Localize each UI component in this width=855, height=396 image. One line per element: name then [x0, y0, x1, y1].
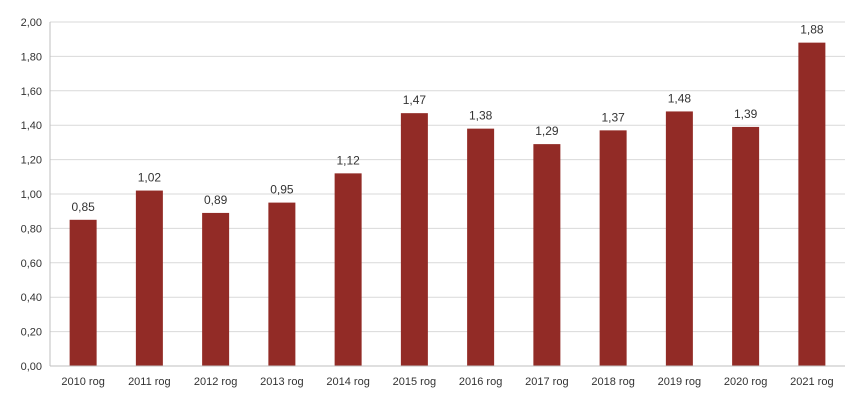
- x-tick-label: 2016 rog: [459, 376, 502, 388]
- x-tick-label: 2020 rog: [724, 376, 767, 388]
- y-tick-label: 0,40: [21, 292, 42, 304]
- y-tick-label: 1,40: [21, 120, 42, 132]
- data-labels: 0,85 1,02 0,89 0,95 1,12 1,47 1,38 1,29 1,37 1,48…: [71, 23, 823, 214]
- y-tick-label: 1,20: [21, 155, 42, 167]
- data-label: 1,38: [469, 109, 493, 123]
- bar: [400, 113, 428, 366]
- x-tick-label: 2018 rog: [591, 376, 634, 388]
- data-label: 1,02: [138, 171, 162, 185]
- data-label: 1,48: [668, 91, 692, 105]
- x-tick-label: 2017 rog: [525, 376, 568, 388]
- data-label: 1,12: [336, 153, 360, 167]
- bar: [533, 144, 561, 366]
- data-label: 1,29: [535, 124, 559, 138]
- y-tick-label: 0,00: [21, 361, 42, 373]
- data-label: 1,47: [403, 93, 427, 107]
- y-tick-label: 1,00: [21, 189, 42, 201]
- y-tick-label: 2,00: [21, 17, 42, 29]
- y-tick-label: 0,60: [21, 258, 42, 270]
- x-tick-label: 2015 rog: [393, 376, 436, 388]
- bar: [798, 42, 826, 366]
- data-label: 0,85: [71, 200, 95, 214]
- x-axis-ticks: 2010 rog 2011 rog 2012 rog 2013 rog 2014 rog…: [61, 376, 833, 388]
- bar: [599, 130, 627, 366]
- bar: [334, 173, 362, 366]
- x-tick-label: 2014 rog: [326, 376, 369, 388]
- data-label: 1,39: [734, 107, 758, 121]
- data-label: 0,89: [204, 193, 228, 207]
- bar: [467, 128, 495, 366]
- bars: [69, 42, 826, 366]
- bar: [135, 190, 163, 366]
- y-axis-ticks: 0,00 0,20 0,40 0,60 0,80 1,00 1,20 1,40 1,60 1,80…: [21, 17, 42, 373]
- bar: [69, 219, 97, 366]
- bar: [268, 202, 296, 366]
- y-tick-label: 0,80: [21, 223, 42, 235]
- y-tick-label: 1,80: [21, 51, 42, 63]
- gridlines: [50, 21, 845, 333]
- x-tick-label: 2011 rog: [128, 376, 171, 388]
- x-tick-label: 2013 rog: [260, 376, 303, 388]
- data-label: 1,88: [800, 23, 824, 37]
- bar: [202, 212, 230, 366]
- x-tick-label: 2010 rog: [61, 376, 104, 388]
- x-tick-label: 2012 rog: [194, 376, 237, 388]
- y-tick-label: 1,60: [21, 86, 42, 98]
- data-label: 1,37: [601, 110, 625, 124]
- y-tick-label: 0,20: [21, 327, 42, 339]
- bar: [665, 111, 693, 366]
- data-label: 0,95: [270, 183, 294, 197]
- bar: [732, 126, 760, 366]
- x-tick-label: 2019 rog: [658, 376, 701, 388]
- x-tick-label: 2021 rog: [790, 376, 833, 388]
